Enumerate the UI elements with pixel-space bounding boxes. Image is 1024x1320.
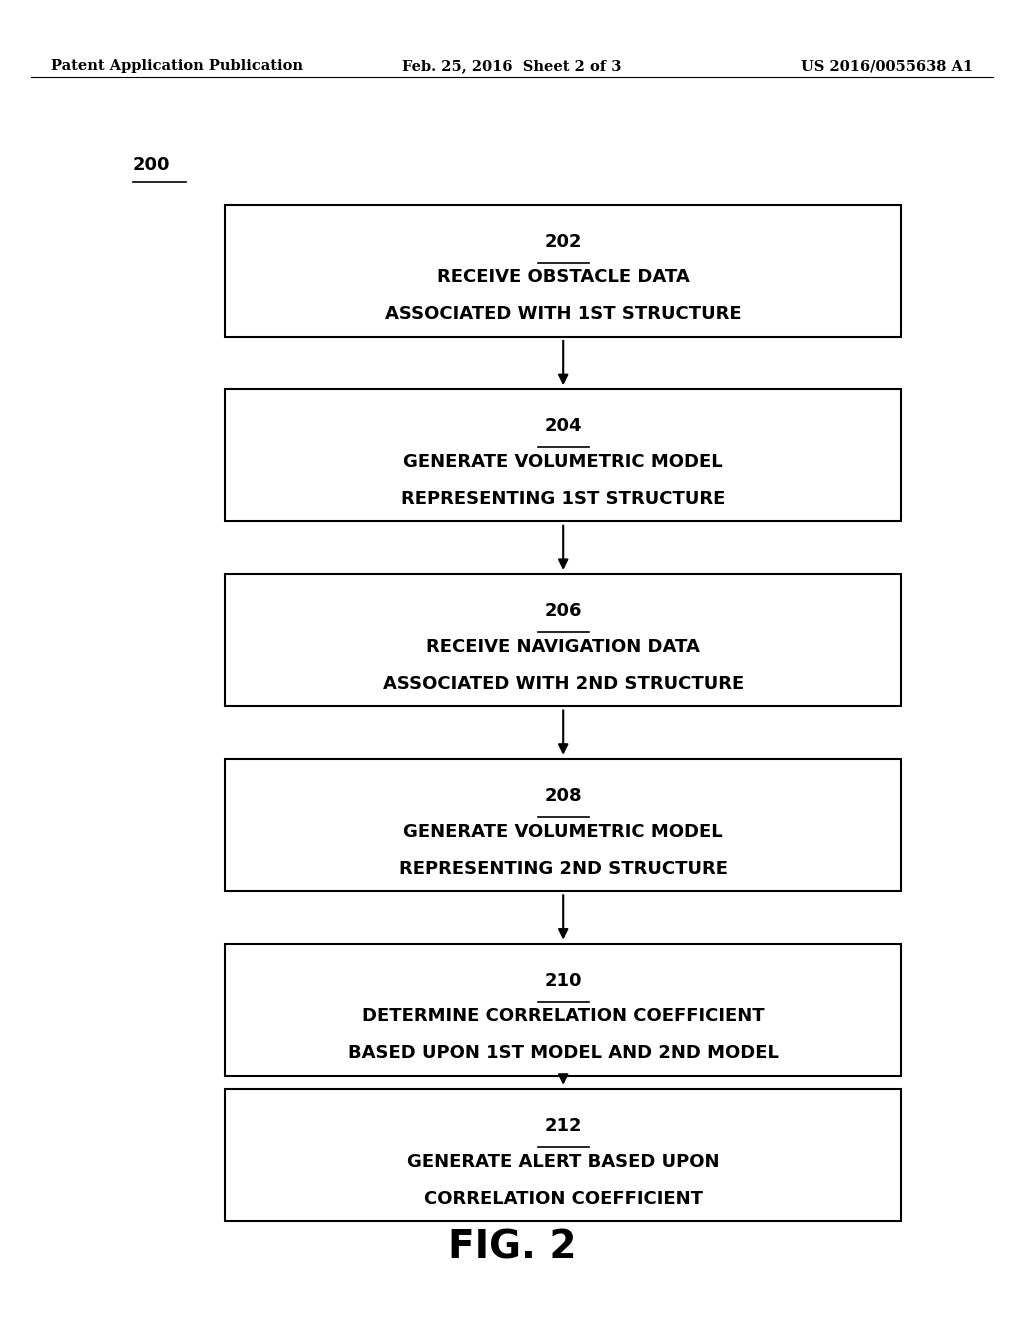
Text: 202: 202 [545, 232, 582, 251]
Text: GENERATE VOLUMETRIC MODEL: GENERATE VOLUMETRIC MODEL [403, 453, 723, 471]
Text: FIG. 2: FIG. 2 [447, 1229, 577, 1266]
Text: RECEIVE OBSTACLE DATA: RECEIVE OBSTACLE DATA [437, 268, 689, 286]
Text: ASSOCIATED WITH 1ST STRUCTURE: ASSOCIATED WITH 1ST STRUCTURE [385, 305, 741, 323]
Text: DETERMINE CORRELATION COEFFICIENT: DETERMINE CORRELATION COEFFICIENT [361, 1007, 765, 1026]
Text: REPRESENTING 1ST STRUCTURE: REPRESENTING 1ST STRUCTURE [401, 490, 725, 508]
FancyBboxPatch shape [225, 944, 901, 1076]
Text: RECEIVE NAVIGATION DATA: RECEIVE NAVIGATION DATA [426, 638, 700, 656]
FancyBboxPatch shape [225, 574, 901, 706]
FancyBboxPatch shape [225, 205, 901, 337]
FancyBboxPatch shape [225, 389, 901, 521]
Text: US 2016/0055638 A1: US 2016/0055638 A1 [801, 59, 973, 74]
Text: Patent Application Publication: Patent Application Publication [51, 59, 303, 74]
Text: REPRESENTING 2ND STRUCTURE: REPRESENTING 2ND STRUCTURE [398, 859, 728, 878]
Text: GENERATE VOLUMETRIC MODEL: GENERATE VOLUMETRIC MODEL [403, 822, 723, 841]
Text: 204: 204 [545, 417, 582, 436]
FancyBboxPatch shape [225, 1089, 901, 1221]
Text: BASED UPON 1ST MODEL AND 2ND MODEL: BASED UPON 1ST MODEL AND 2ND MODEL [348, 1044, 778, 1063]
Text: 206: 206 [545, 602, 582, 620]
Text: 200: 200 [133, 156, 171, 174]
Text: 208: 208 [545, 787, 582, 805]
FancyBboxPatch shape [225, 759, 901, 891]
Text: GENERATE ALERT BASED UPON: GENERATE ALERT BASED UPON [407, 1152, 720, 1171]
Text: ASSOCIATED WITH 2ND STRUCTURE: ASSOCIATED WITH 2ND STRUCTURE [383, 675, 743, 693]
Text: Feb. 25, 2016  Sheet 2 of 3: Feb. 25, 2016 Sheet 2 of 3 [402, 59, 622, 74]
Text: 212: 212 [545, 1117, 582, 1135]
Text: 210: 210 [545, 972, 582, 990]
Text: CORRELATION COEFFICIENT: CORRELATION COEFFICIENT [424, 1189, 702, 1208]
